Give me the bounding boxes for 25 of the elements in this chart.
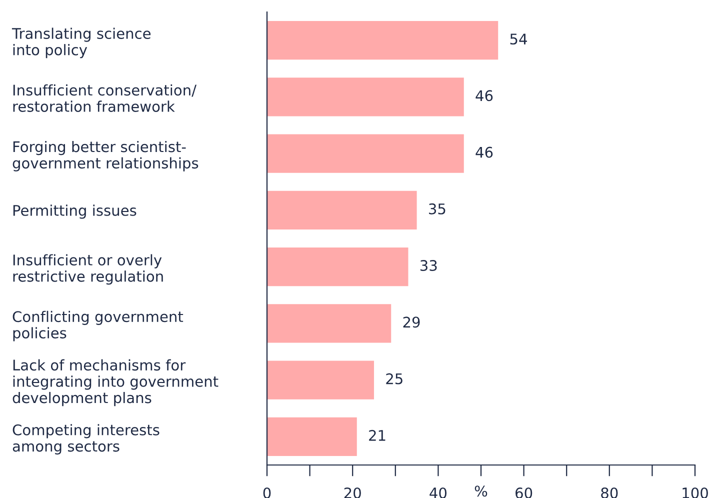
y-tick-label: Insufficient conservation/ restoration framework [13, 84, 197, 112]
data-label: 33 [420, 260, 437, 272]
data-label: 35 [429, 203, 446, 214]
data-label: 25 [386, 373, 402, 384]
bar [267, 21, 498, 60]
bar [267, 248, 408, 286]
x-axis-title: % [474, 486, 488, 497]
y-tick-label: Lack of mechanisms for integrating into government development plans [12, 359, 218, 406]
data-label: 21 [369, 430, 386, 441]
data-label: 54 [510, 34, 527, 45]
bar [267, 360, 374, 400]
bar [267, 78, 464, 116]
y-tick-label: Translating science into policy [12, 28, 151, 58]
y-tick-label: Insufficient or overly restrictive regulation [13, 254, 163, 285]
data-label: 46 [476, 90, 493, 102]
bar [267, 304, 392, 343]
y-tick-label: Forging better scientist- government relationships [12, 140, 198, 172]
data-label: 29 [403, 316, 420, 328]
data-label: 46 [476, 146, 493, 158]
y-tick-label: Conflicting government policies [12, 310, 184, 342]
y-tick-label: Permitting issues [13, 204, 136, 219]
bar [267, 417, 357, 456]
y-tick-label: Competing interests among sectors [12, 424, 160, 455]
bar [267, 134, 464, 173]
bar [267, 190, 417, 230]
